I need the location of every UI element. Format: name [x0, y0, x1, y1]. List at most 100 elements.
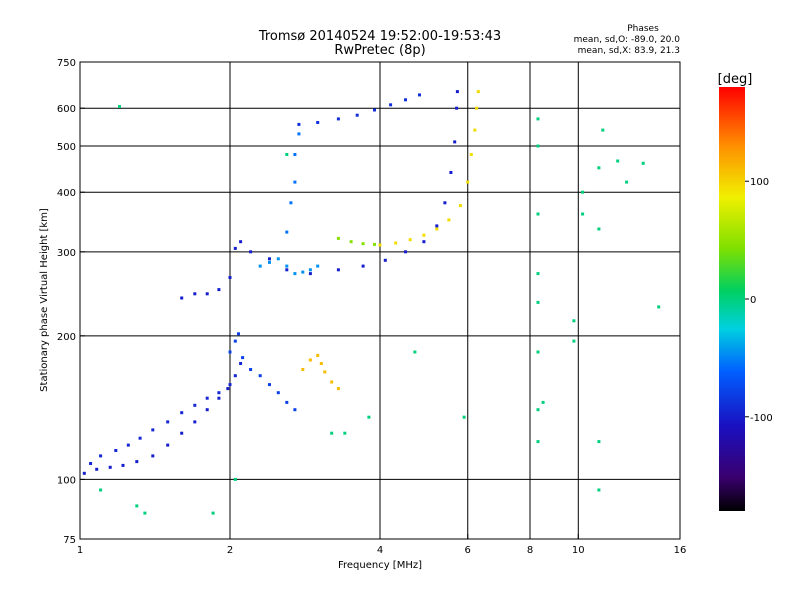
data-point: [135, 504, 139, 508]
data-point: [323, 370, 327, 374]
phases-o-line: mean, sd,O: -89.0, 20.0: [574, 35, 681, 45]
data-point: [536, 272, 540, 276]
y-tick-label: 75: [63, 535, 76, 546]
data-point: [361, 264, 365, 268]
data-point: [285, 230, 289, 234]
data-point: [135, 460, 139, 464]
phases-heading: Phases: [627, 24, 659, 34]
data-point: [572, 339, 576, 343]
data-point: [268, 257, 271, 261]
data-point: [193, 403, 197, 407]
series-group: [82, 387, 230, 475]
data-point: [316, 353, 320, 357]
x-tick-label: 1: [77, 545, 83, 556]
data-point: [336, 117, 340, 121]
data-points: [82, 90, 661, 515]
data-point: [581, 212, 585, 216]
x-tick-label: 8: [527, 545, 533, 556]
data-point: [343, 431, 347, 435]
series-group: [99, 105, 661, 515]
data-point: [373, 108, 376, 112]
data-point: [616, 159, 620, 163]
series-group: [336, 236, 376, 246]
data-point: [239, 362, 243, 365]
data-point: [455, 106, 459, 110]
data-point: [193, 292, 197, 296]
series-group: [378, 90, 480, 247]
data-point: [226, 387, 230, 391]
y-tick-label: 200: [57, 332, 76, 343]
colorbar-tick-label: 0: [750, 295, 756, 306]
data-point: [239, 240, 243, 244]
data-point: [166, 420, 170, 424]
data-point: [180, 431, 184, 435]
data-point: [308, 268, 312, 272]
data-point: [180, 411, 184, 415]
data-point: [581, 190, 585, 194]
data-point: [151, 428, 155, 432]
series-group: [89, 362, 243, 465]
data-point: [641, 161, 645, 165]
phases-x-line: mean, sd,X: 83.9, 21.3: [578, 46, 680, 56]
data-point: [114, 449, 118, 452]
data-point: [536, 440, 540, 444]
x-tick-label: 6: [465, 545, 471, 556]
data-point: [276, 257, 280, 261]
data-point: [143, 511, 147, 515]
data-point: [541, 400, 545, 404]
y-tick-label: 500: [57, 142, 76, 153]
data-point: [316, 121, 320, 124]
data-point: [166, 443, 170, 447]
data-point: [233, 246, 237, 250]
series-group: [297, 93, 421, 126]
data-point: [258, 264, 262, 268]
data-point: [293, 408, 297, 412]
data-point: [217, 391, 221, 395]
y-axis-ticks: 75 100 200 300 400 500 600 750: [57, 58, 85, 546]
data-point: [475, 106, 479, 110]
data-point: [228, 276, 232, 279]
data-point: [536, 212, 540, 216]
data-point: [82, 471, 86, 475]
data-point: [301, 270, 305, 274]
data-point: [466, 180, 470, 184]
data-point: [447, 218, 451, 222]
data-point: [413, 350, 417, 354]
series-group: [180, 90, 459, 300]
data-point: [289, 201, 293, 205]
data-point: [285, 400, 289, 404]
series-group: [228, 332, 297, 412]
y-tick-label: 300: [57, 248, 76, 259]
data-point: [217, 288, 221, 292]
x-tick-label: 10: [572, 545, 585, 556]
data-point: [476, 90, 480, 94]
data-point: [601, 128, 605, 132]
data-point: [285, 268, 289, 272]
data-point: [211, 511, 215, 515]
data-point: [268, 260, 271, 264]
chart-title: Tromsø 20140524 19:52:00-19:53:43: [258, 29, 501, 44]
x-tick-label: 2: [227, 545, 233, 556]
data-point: [293, 180, 297, 184]
data-point: [205, 396, 209, 400]
data-point: [462, 415, 466, 419]
colorbar-ticks: 100 0 -100: [745, 177, 773, 424]
data-point: [301, 368, 305, 371]
data-point: [180, 296, 184, 300]
data-point: [435, 224, 439, 228]
data-point: [258, 374, 262, 378]
chart-subtitle: RwPretec (8p): [334, 43, 425, 58]
data-point: [237, 332, 240, 336]
data-point: [330, 380, 334, 384]
data-point: [408, 238, 412, 242]
series-group: [258, 257, 320, 276]
data-point: [297, 132, 301, 136]
data-point: [233, 477, 237, 481]
data-point: [361, 242, 365, 246]
data-point: [205, 408, 209, 412]
y-tick-label: 400: [57, 188, 76, 199]
series-group: [285, 132, 301, 234]
data-point: [233, 374, 237, 378]
